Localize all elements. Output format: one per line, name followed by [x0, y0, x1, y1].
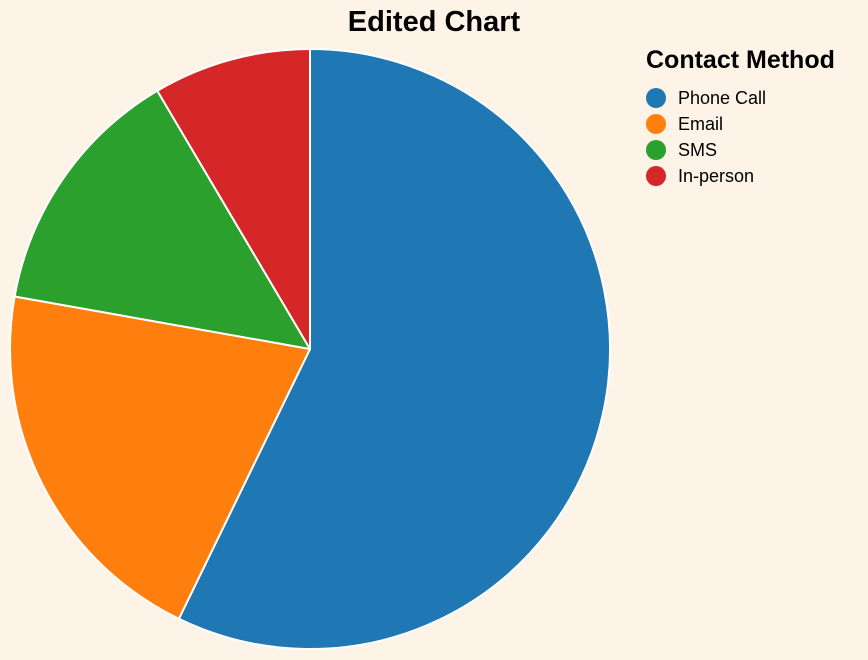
legend-label-email: Email	[678, 113, 724, 134]
legend-title: Contact Method	[646, 46, 835, 74]
legend: Contact Method Phone Call Email SMS In-pers…	[646, 46, 866, 189]
pie-slice-email	[9, 295, 311, 620]
legend-item-phone-call: Phone Call	[646, 85, 866, 111]
legend-item-sms: SMS	[646, 137, 866, 163]
legend-swatch-in-person	[646, 166, 666, 186]
legend-item-email: Email	[646, 111, 866, 137]
legend-label-phone-call: Phone Call	[678, 87, 767, 108]
chart-title: Edited Chart	[347, 6, 521, 38]
legend-items: Phone Call Email SMS In-person	[646, 85, 866, 189]
legend-label-sms: SMS	[678, 139, 718, 160]
legend-item-in-person: In-person	[646, 163, 866, 189]
pie-slice-sms	[13, 89, 311, 350]
pie-slice-in-person	[156, 48, 311, 350]
legend-swatch-phone-call	[646, 88, 666, 108]
legend-swatch-email	[646, 114, 666, 134]
legend-swatch-sms	[646, 140, 666, 160]
pie-slice-phone-call	[177, 48, 611, 650]
legend-label-in-person: In-person	[678, 165, 755, 186]
